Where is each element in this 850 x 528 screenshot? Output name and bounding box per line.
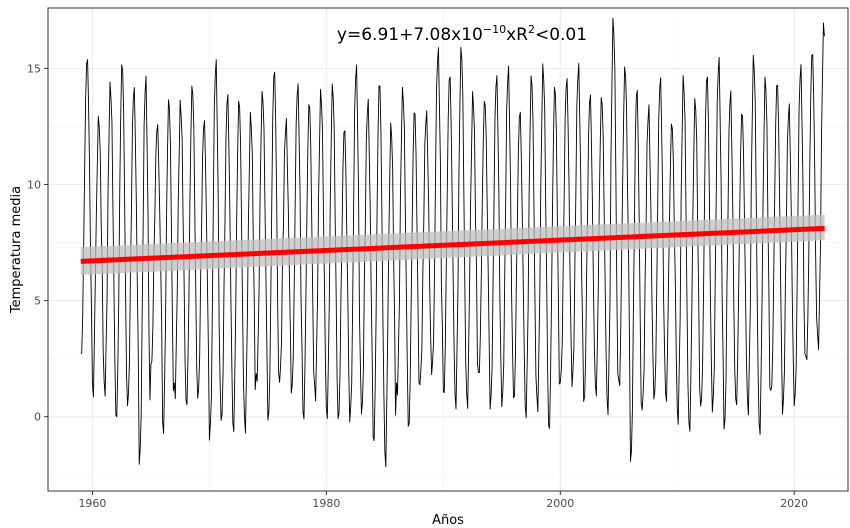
x-tick-label: 1980: [312, 497, 340, 510]
equation-middle: xR: [506, 25, 528, 45]
regression-line: [80, 225, 825, 264]
equation-r-exponent: 2: [528, 23, 535, 36]
x-tick-label: 2000: [546, 497, 574, 510]
equation-tail: <0.01: [535, 25, 587, 45]
y-axis: 0 5 10 15: [27, 62, 48, 424]
y-tick-label: 0: [34, 411, 41, 424]
regression-equation: y=6.91+7.08x10−10xR2<0.01: [337, 23, 587, 45]
x-tick-label: 1960: [78, 497, 106, 510]
y-tick-label: 5: [34, 295, 41, 308]
x-axis-title: Años: [432, 513, 464, 528]
equation-exponent: −10: [483, 23, 506, 36]
x-axis: 1960 1980 2000 2020: [78, 491, 808, 510]
equation-prefix: y=6.91+7.08x10: [337, 25, 483, 45]
fit-layer: [80, 214, 825, 276]
x-tick-label: 2020: [780, 497, 808, 510]
y-tick-label: 10: [27, 178, 41, 191]
y-axis-title: Temperatura media: [9, 186, 24, 314]
y-tick-label: 15: [27, 62, 41, 75]
plot-area: [80, 17, 825, 468]
plot-border: [47, 7, 849, 492]
